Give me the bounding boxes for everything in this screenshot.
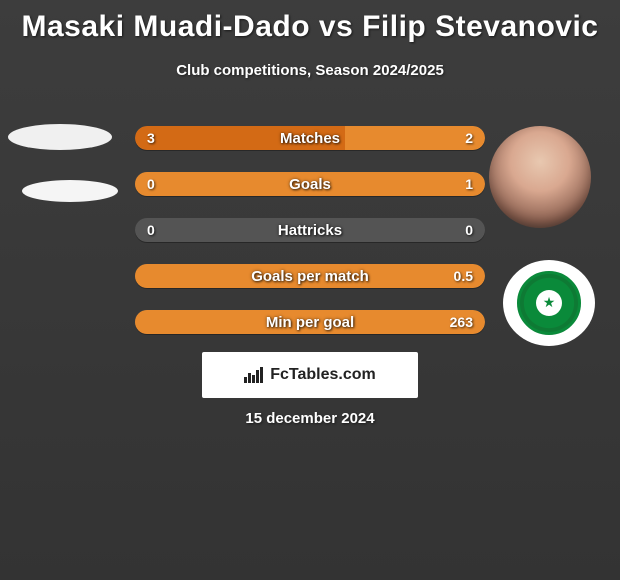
player-right-avatar <box>489 126 591 228</box>
stat-bar: 0.5 Goals per match <box>135 264 485 288</box>
stat-bar: 0 0 Hattricks <box>135 218 485 242</box>
stat-value-right: 263 <box>450 314 473 330</box>
page-title: Masaki Muadi-Dado vs Filip Stevanovic <box>0 0 620 44</box>
stat-bar-right-fill <box>345 126 485 150</box>
stat-value-right: 2 <box>465 130 473 146</box>
stat-label: Goals <box>289 176 331 193</box>
stat-value-right: 0.5 <box>454 268 473 284</box>
page-subtitle: Club competitions, Season 2024/2025 <box>0 62 620 79</box>
stat-bar: 0 1 Goals <box>135 172 485 196</box>
brand-box: FcTables.com <box>202 352 418 398</box>
stat-value-left: 3 <box>147 130 155 146</box>
stat-bar: 3 2 Matches <box>135 126 485 150</box>
brand-text: FcTables.com <box>270 366 376 384</box>
stat-bar: 263 Min per goal <box>135 310 485 334</box>
club-right-badge <box>503 260 595 346</box>
stat-value-right: 0 <box>465 222 473 238</box>
stat-value-right: 1 <box>465 176 473 192</box>
stat-label: Min per goal <box>266 314 354 331</box>
stat-value-left: 0 <box>147 176 155 192</box>
club-crest-icon <box>513 267 585 339</box>
brand-bars-icon <box>244 367 264 383</box>
stat-label: Hattricks <box>278 222 342 239</box>
player-left-avatar <box>8 124 112 150</box>
stat-value-left: 0 <box>147 222 155 238</box>
stats-bars: 3 2 Matches 0 1 Goals 0 0 Hattricks 0.5 Goals per … <box>135 126 485 356</box>
stat-label: Matches <box>280 130 340 147</box>
stat-label: Goals per match <box>251 268 369 285</box>
date-text: 15 december 2024 <box>0 410 620 427</box>
club-left-badge <box>22 180 118 202</box>
